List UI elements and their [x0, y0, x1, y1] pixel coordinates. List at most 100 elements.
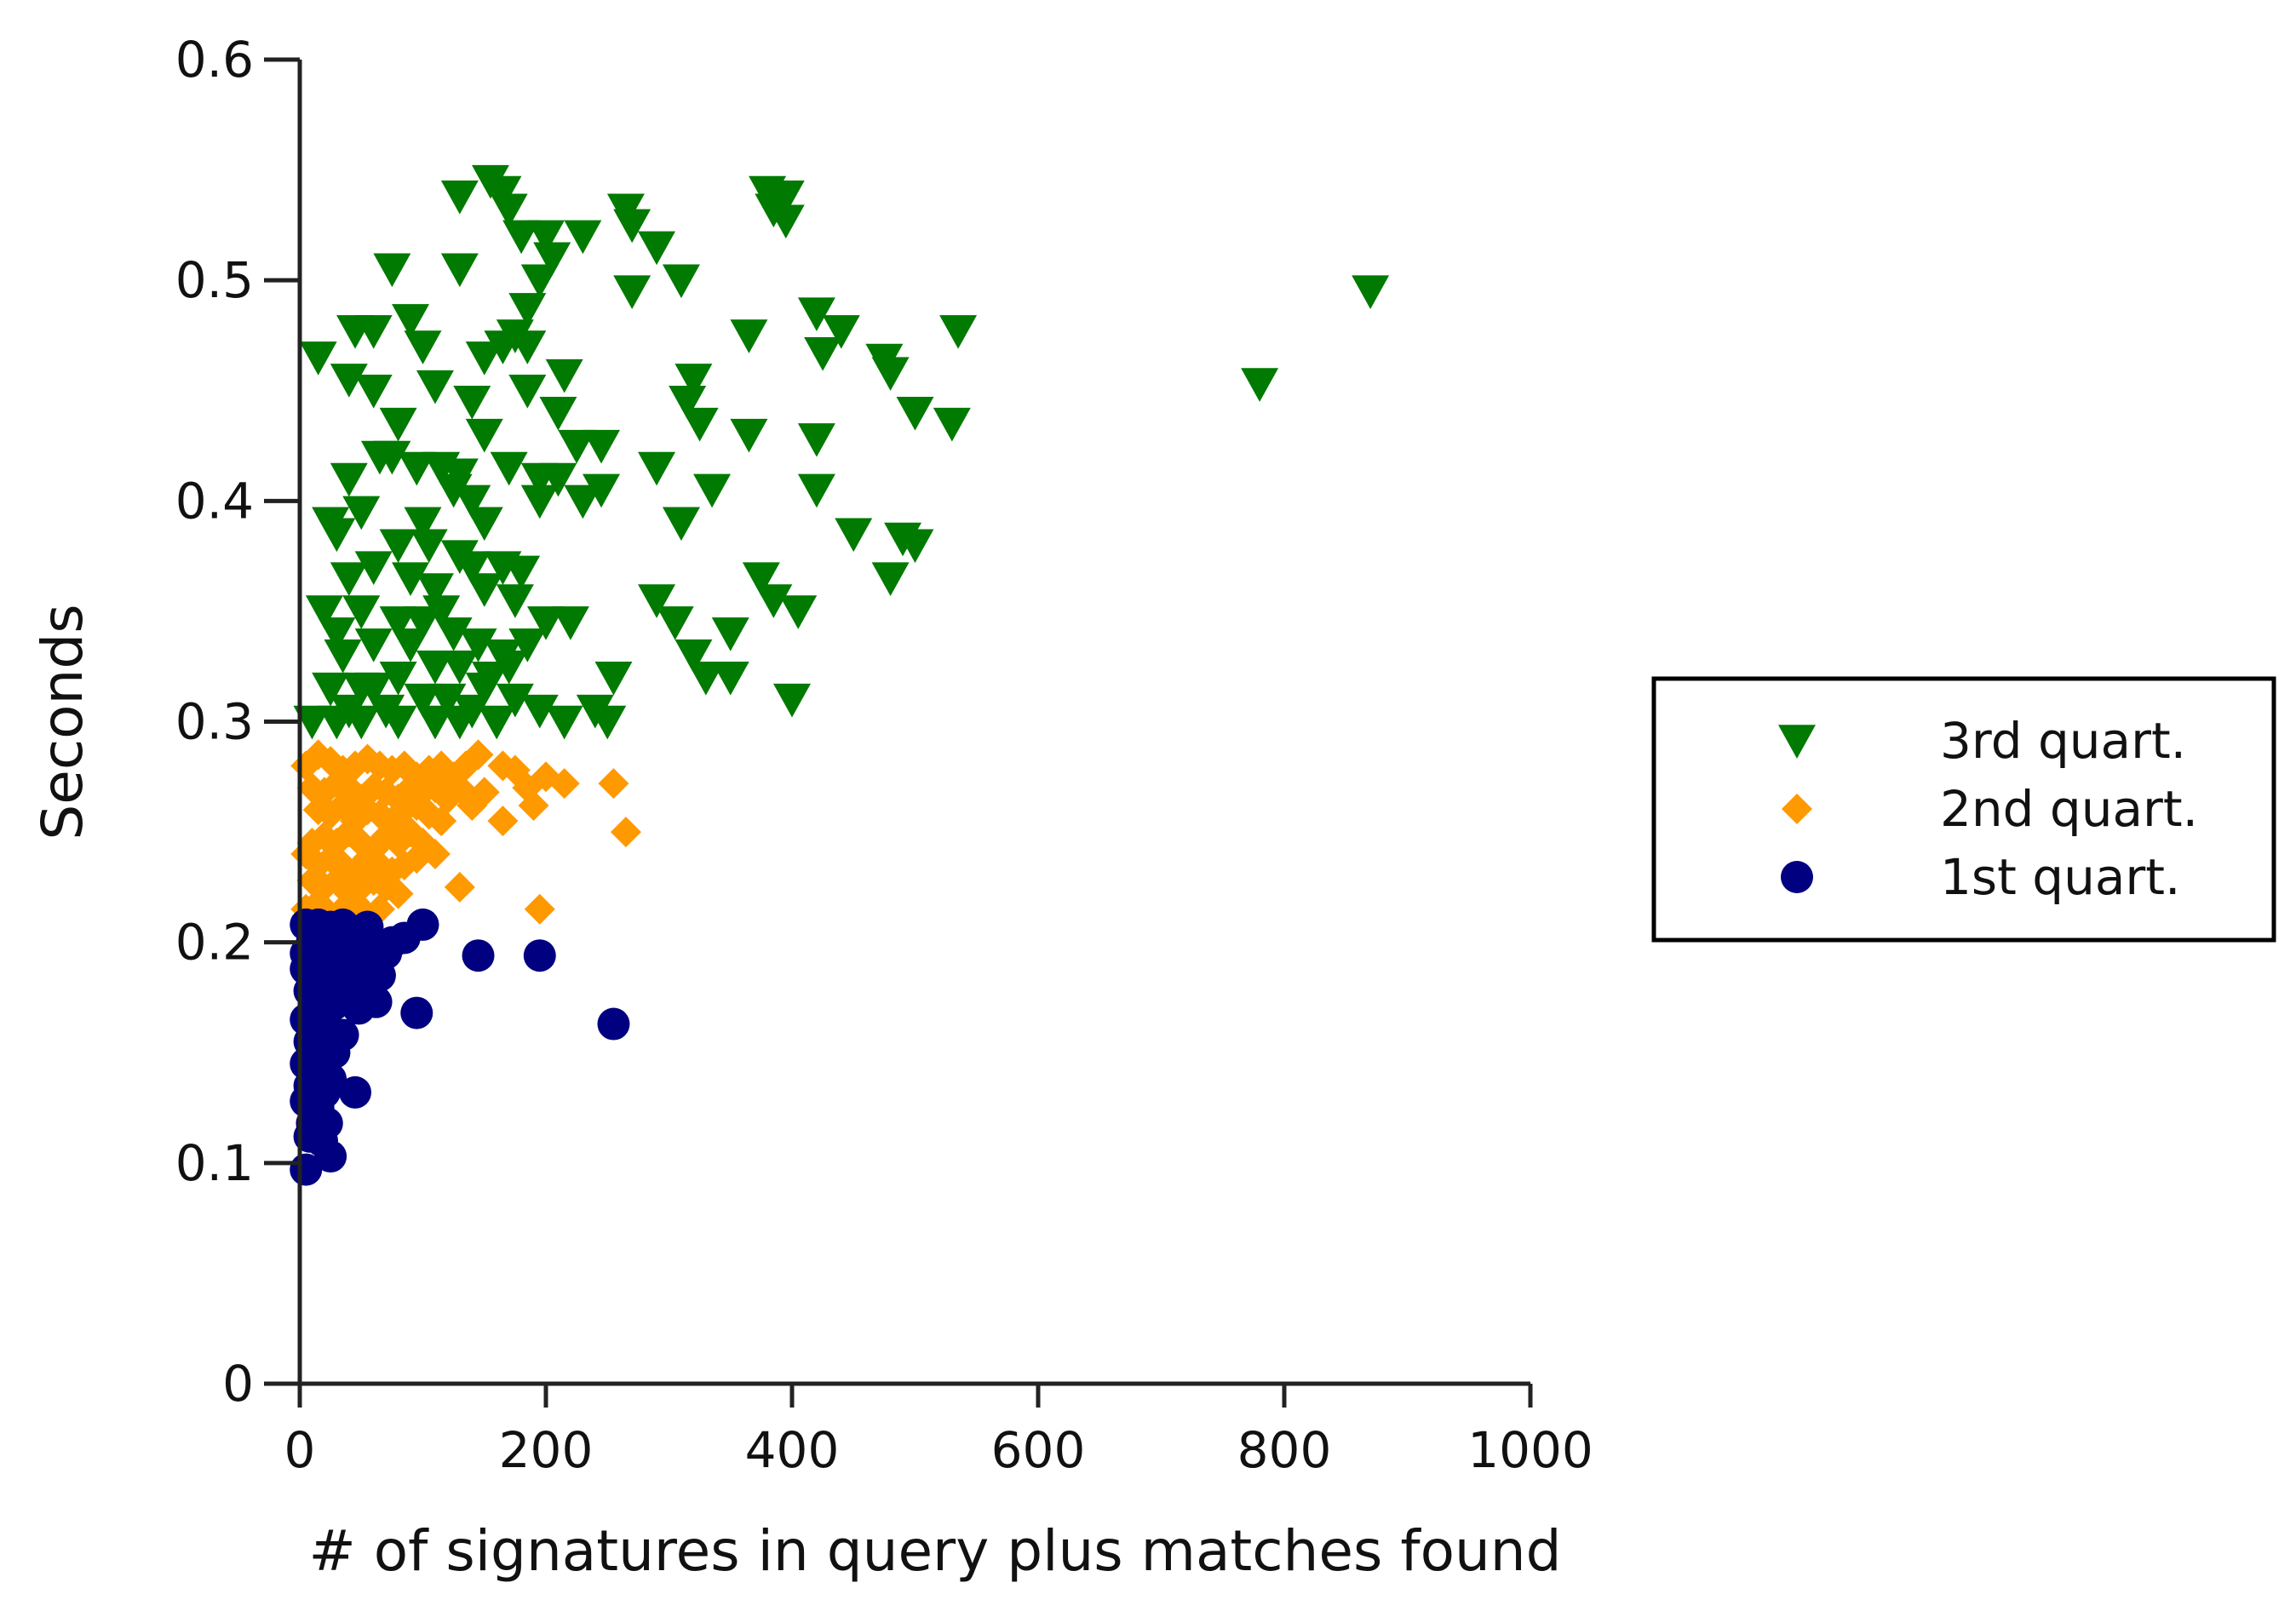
data-point — [354, 375, 393, 409]
data-point — [1352, 275, 1390, 310]
data-point — [484, 175, 522, 210]
data-point — [527, 220, 565, 255]
data-point — [434, 473, 473, 508]
data-point — [462, 739, 494, 771]
data-point — [508, 375, 547, 409]
y-tick-label: 0.6 — [175, 31, 254, 89]
data-point — [527, 606, 565, 640]
data-point — [502, 220, 541, 255]
data-point — [400, 996, 433, 1029]
data-point — [797, 297, 835, 331]
data-point — [440, 705, 479, 740]
data-point — [662, 264, 700, 299]
data-point — [583, 473, 621, 508]
legend-label: 3rd quart. — [1940, 712, 2186, 770]
data-point — [508, 293, 547, 327]
data-point — [730, 319, 768, 353]
data-point — [379, 606, 417, 640]
data-point — [419, 839, 451, 869]
data-point — [755, 584, 793, 618]
y-tick-label: 0.1 — [175, 1134, 254, 1192]
data-point — [314, 1140, 347, 1173]
data-point — [638, 231, 676, 266]
data-point — [318, 518, 356, 553]
data-point — [299, 341, 337, 376]
data-point — [379, 705, 417, 740]
y-axis-label: Seconds — [30, 604, 95, 840]
x-tick-label: 0 — [284, 1421, 316, 1479]
y-tick-label: 0.4 — [175, 472, 254, 530]
data-point — [871, 562, 910, 596]
data-point — [478, 705, 516, 740]
data-point — [594, 661, 633, 696]
data-point — [742, 562, 780, 596]
legend-label: 2nd quart. — [1940, 780, 2198, 838]
data-point — [773, 683, 811, 718]
data-point — [453, 485, 491, 519]
series-1 — [293, 164, 1390, 740]
data-point — [520, 485, 559, 519]
data-point — [456, 789, 488, 821]
data-point — [508, 330, 547, 364]
data-point — [669, 386, 707, 420]
data-point — [342, 496, 381, 530]
legend-frame — [1651, 676, 2276, 943]
data-point — [363, 959, 396, 992]
data-point — [392, 628, 430, 662]
data-point — [434, 617, 473, 651]
data-point — [613, 275, 651, 310]
legend-entry: 3rd quart. — [1778, 712, 2186, 770]
data-point — [598, 768, 629, 800]
data-point — [392, 562, 430, 596]
data-point — [822, 315, 860, 349]
data-point — [610, 817, 641, 848]
data-point — [656, 606, 694, 640]
data-point — [290, 1153, 323, 1186]
x-tick-label: 800 — [1237, 1421, 1332, 1479]
data-point — [638, 584, 676, 618]
legend-entry: 1st quart. — [1781, 848, 2180, 906]
x-tick-label: 1000 — [1467, 1421, 1593, 1479]
data-point — [318, 705, 356, 740]
data-point — [392, 304, 430, 338]
data-point — [379, 407, 417, 442]
x-tick-label: 600 — [991, 1421, 1086, 1479]
data-point — [364, 849, 395, 880]
data-point — [339, 1075, 372, 1109]
data-point — [490, 451, 528, 486]
data-point — [496, 683, 534, 718]
data-point — [359, 985, 393, 1018]
data-point — [490, 193, 528, 228]
data-point — [305, 595, 343, 629]
data-point — [597, 1007, 630, 1041]
x-axis-label: # of signatures in query plus matches fo… — [308, 1518, 1561, 1584]
data-point — [444, 871, 475, 903]
data-point — [896, 529, 934, 564]
data-point — [404, 606, 442, 640]
data-point — [422, 595, 461, 629]
data-point — [465, 672, 503, 707]
data-point — [428, 683, 467, 718]
data-point — [354, 628, 393, 662]
legend: 3rd quart. 2nd quart. 1st quart. — [1651, 676, 2276, 943]
data-point — [766, 204, 805, 239]
data-point — [545, 358, 583, 393]
data-point — [398, 451, 436, 486]
data-point — [416, 651, 454, 685]
data-point — [896, 396, 934, 431]
data-point — [588, 705, 627, 740]
data-point — [551, 606, 589, 640]
data-point — [804, 336, 842, 371]
data-point — [583, 429, 621, 464]
data-point — [462, 939, 495, 972]
data-point — [558, 429, 596, 464]
legend-label: 1st quart. — [1940, 848, 2180, 906]
data-point — [686, 661, 725, 696]
data-point — [327, 849, 359, 880]
data-point — [465, 418, 503, 453]
data-point — [330, 364, 368, 398]
data-point — [779, 595, 818, 629]
data-point — [324, 639, 362, 674]
data-point — [533, 242, 571, 277]
data-point — [379, 661, 417, 696]
